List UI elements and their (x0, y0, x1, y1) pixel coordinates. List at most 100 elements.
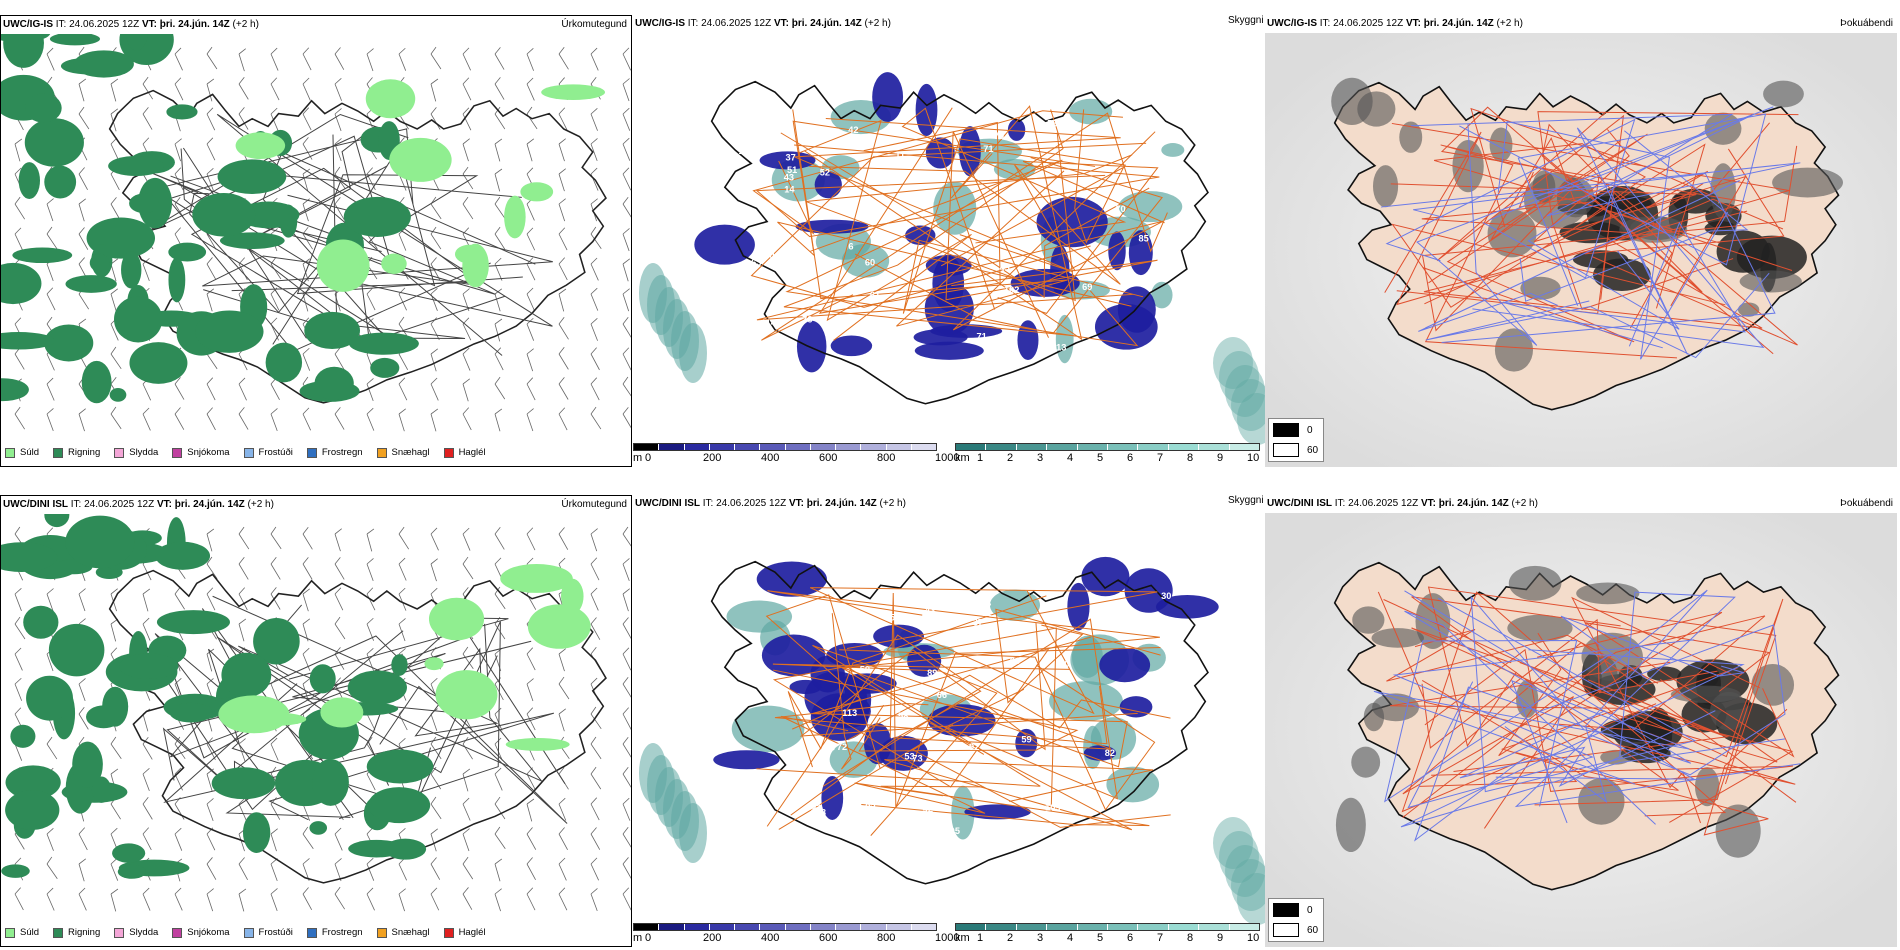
ceiling-value-label: 59 (1021, 735, 1031, 745)
wind-barb (526, 287, 535, 311)
rain-area (343, 196, 411, 237)
fog-signal-area (1600, 749, 1632, 765)
wind-barb (494, 257, 503, 281)
ceiling-value-label: 44 (924, 195, 935, 205)
low-ceiling-area (913, 329, 968, 346)
visibility-tick: 10 (1247, 932, 1260, 944)
fog-signal-area (1351, 746, 1381, 778)
ceiling-map[interactable]: 72 63 37 50 55 105 89 81 73 54 42 59 53 105 67 82 55 66 90… (633, 513, 1265, 925)
panel-title-visibility: Skyggni (1228, 15, 1264, 26)
rain-area (3, 34, 44, 68)
rain-area (314, 366, 354, 401)
wind-barb (238, 526, 250, 550)
wind-barb (398, 587, 407, 611)
ceiling-tick: 1000 (935, 932, 960, 944)
fog-signal-area (1507, 614, 1573, 642)
rain-area (309, 664, 336, 694)
wind-barb (238, 857, 248, 881)
wind-barb (78, 408, 86, 432)
wind-barb (622, 767, 631, 790)
fog-signal-area (1704, 112, 1742, 145)
visibility-tick: 5 (1097, 932, 1104, 944)
ceiling-value-label: 43 (784, 173, 794, 183)
wind-barb (366, 287, 376, 311)
wind-barb (558, 227, 568, 251)
rain-area (253, 618, 300, 665)
rain-area (108, 155, 164, 177)
ceiling-value-label: 37 (973, 617, 983, 627)
wind-barb (46, 198, 54, 222)
precip-map[interactable] (1, 34, 632, 467)
ceiling-value-label: 42 (923, 804, 933, 814)
wind-barb (462, 378, 471, 402)
wind-barb (366, 378, 374, 402)
wind-barb (206, 857, 217, 880)
fog-signal-area (1508, 565, 1562, 601)
road (773, 670, 1077, 751)
wind-barb (302, 137, 313, 160)
wind-barb (430, 46, 442, 70)
wind-barb (142, 588, 151, 612)
rain-area (5, 765, 61, 800)
wind-barb (622, 736, 631, 760)
fog-map[interactable] (1265, 513, 1897, 947)
wind-barb (174, 77, 184, 101)
wind-barb (78, 887, 87, 911)
wind-barb (526, 707, 536, 731)
wind-barb (558, 138, 566, 162)
wind-barb (46, 377, 55, 401)
low-visibility-area (1106, 766, 1160, 803)
fog-signal-area (1520, 276, 1561, 300)
road (1412, 597, 1679, 791)
wind-barb (78, 78, 87, 102)
ceiling-tick: 800 (877, 932, 896, 944)
wind-barb (398, 618, 406, 642)
drizzle-area (428, 597, 485, 641)
wind-barb (334, 557, 345, 580)
valid-time: VT: þri. 24.jún. 14Z (1420, 498, 1509, 509)
visibility-tick: 8 (1187, 452, 1194, 464)
legend-label: Súld (20, 447, 40, 458)
rain-area (348, 332, 419, 355)
wind-barb (622, 617, 631, 640)
wind-barb (590, 257, 599, 281)
road (165, 684, 554, 820)
low-visibility-area (1219, 351, 1259, 403)
low-visibility-area (1225, 845, 1265, 897)
ceiling-value-label: 55 (825, 742, 835, 752)
ceiling-map[interactable]: 69 63 37 51 54 102 68 85 71 13 99 42 99 43 60 70 66 61 70 6… (633, 33, 1265, 445)
wind-barb (334, 47, 345, 70)
wind-barb (206, 257, 217, 280)
wind-barb (558, 407, 568, 431)
ceiling-value-label: 66 (745, 306, 755, 316)
legend-swatch (5, 447, 15, 458)
wind-barb (622, 196, 631, 220)
low-visibility-area (933, 181, 977, 235)
low-ceiling-area (1108, 231, 1126, 271)
wind-barb (78, 827, 88, 851)
run-info: UWC/IG-IS IT: 24.06.2025 12Z VT: þri. 24… (635, 18, 891, 29)
visibility-tick: 5 (1097, 452, 1104, 464)
drizzle-area (320, 697, 364, 728)
precip-map[interactable] (1, 514, 632, 947)
ceiling-value-label: 37 (785, 153, 795, 163)
road (1429, 587, 1776, 784)
wind-barb (14, 887, 24, 911)
wind-barb (46, 226, 58, 250)
wind-barb (558, 857, 567, 881)
wind-barb (78, 678, 86, 702)
ceiling-value-label: 68 (1020, 241, 1030, 251)
colorbar-step (785, 924, 811, 930)
fog-map[interactable] (1265, 33, 1897, 467)
colorbar-step (836, 444, 862, 450)
visibility-tick: 1 (977, 932, 984, 944)
wind-barb (270, 677, 279, 701)
panel-title-precip: Úrkomutegund (561, 19, 627, 30)
wind-barb (366, 587, 376, 611)
rain-area (23, 605, 59, 639)
wind-barb (622, 347, 631, 371)
drizzle-area (424, 657, 444, 671)
wind-barb (590, 766, 602, 790)
colorbar-step (1138, 444, 1169, 450)
wind-barb (590, 827, 601, 850)
